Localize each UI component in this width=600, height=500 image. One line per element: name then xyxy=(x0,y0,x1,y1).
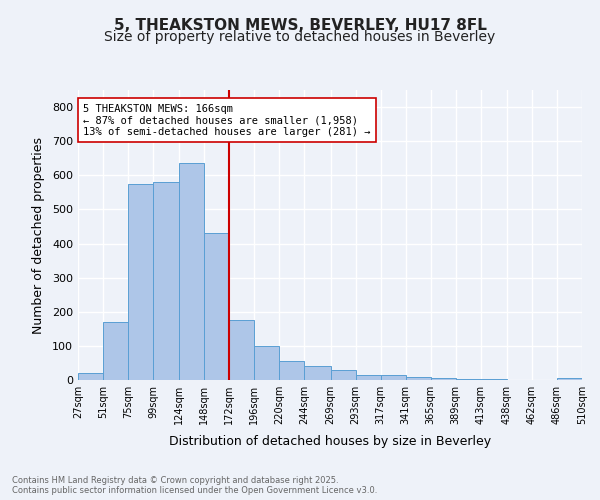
Bar xyxy=(103,322,128,380)
Bar xyxy=(204,234,229,380)
Bar xyxy=(179,164,204,380)
Text: 5, THEAKSTON MEWS, BEVERLEY, HU17 8FL: 5, THEAKSTON MEWS, BEVERLEY, HU17 8FL xyxy=(113,18,487,32)
Bar xyxy=(128,184,153,380)
Bar xyxy=(356,375,380,380)
Bar xyxy=(78,373,103,380)
Bar xyxy=(380,375,406,380)
Y-axis label: Number of detached properties: Number of detached properties xyxy=(32,136,45,334)
Bar xyxy=(431,378,456,380)
Bar xyxy=(153,182,179,380)
Bar xyxy=(456,379,481,380)
Bar xyxy=(280,361,304,380)
Text: Size of property relative to detached houses in Beverley: Size of property relative to detached ho… xyxy=(104,30,496,44)
X-axis label: Distribution of detached houses by size in Beverley: Distribution of detached houses by size … xyxy=(169,436,491,448)
Text: Contains HM Land Registry data © Crown copyright and database right 2025.
Contai: Contains HM Land Registry data © Crown c… xyxy=(12,476,377,495)
Bar xyxy=(557,378,582,380)
Bar xyxy=(304,366,331,380)
Text: 5 THEAKSTON MEWS: 166sqm
← 87% of detached houses are smaller (1,958)
13% of sem: 5 THEAKSTON MEWS: 166sqm ← 87% of detach… xyxy=(83,104,371,137)
Bar xyxy=(406,376,431,380)
Bar xyxy=(229,320,254,380)
Bar xyxy=(254,346,280,380)
Bar xyxy=(331,370,356,380)
